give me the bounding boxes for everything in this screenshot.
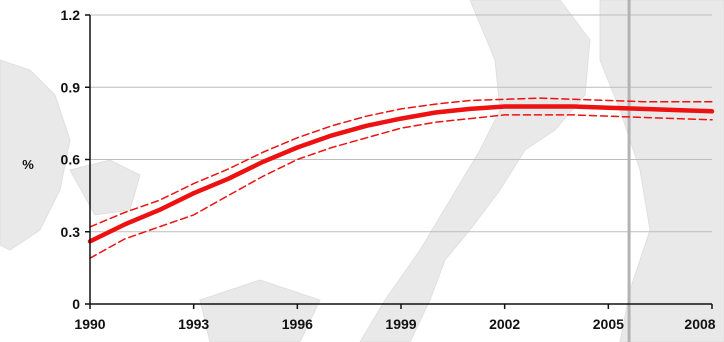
map-peninsula-bottom (199, 279, 321, 342)
series-central-line (87, 104, 715, 244)
series-bound-line-2 (89, 114, 713, 259)
y-axis-label: % (22, 157, 34, 172)
y-tick-label: 0 (72, 296, 80, 312)
x-tick-label: 2008 (684, 316, 715, 332)
x-tick-label: 1990 (74, 316, 105, 332)
y-tick-label: 0.9 (61, 79, 81, 95)
x-tick-label: 1999 (385, 316, 416, 332)
series-lines (87, 97, 715, 259)
map-landmass-right (599, 0, 724, 342)
map-landmass-center (359, 0, 591, 342)
gridlines (90, 14, 712, 233)
map-landmass-left (0, 59, 71, 251)
x-tick-labels: 1990 1993 1996 1999 2002 2005 2008 (74, 316, 715, 332)
y-tick-label: 1.2 (61, 7, 81, 23)
map-island-left (69, 159, 141, 216)
x-tick-label: 2002 (489, 316, 520, 332)
axes (85, 14, 713, 309)
x-tick-label: 1993 (178, 316, 209, 332)
y-tick-labels: 0 0.3 0.6 0.9 1.2 (61, 7, 81, 312)
y-tick-label: 0.6 (61, 152, 81, 168)
x-tick-label: 2005 (593, 316, 624, 332)
y-tick-label: 0.3 (61, 224, 81, 240)
series-bound-line-1 (89, 97, 713, 228)
x-tick-label: 1996 (282, 316, 313, 332)
